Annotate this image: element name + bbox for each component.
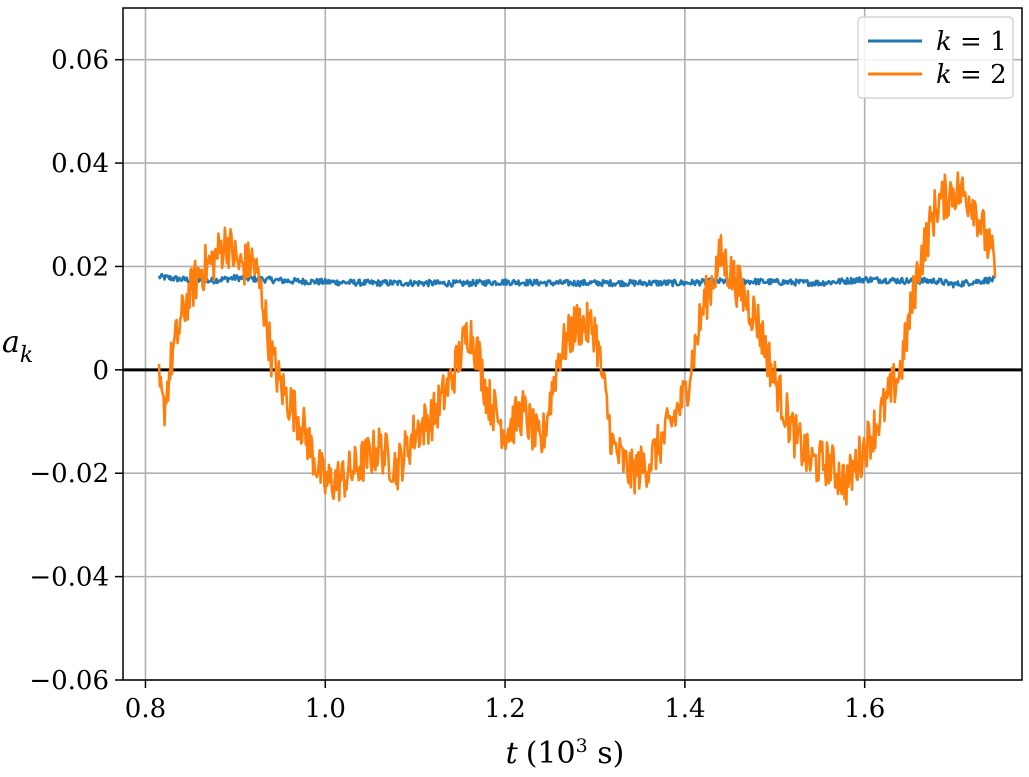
x-tick-label: 0.8 [125, 694, 166, 724]
y-tick-label: 0.06 [51, 46, 109, 76]
legend-label-k2: k = 2 [936, 60, 1007, 90]
y-tick-label: −0.04 [29, 563, 109, 593]
x-tick-label: 1.4 [664, 694, 705, 724]
y-tick-label: −0.06 [29, 666, 109, 696]
y-tick-label: 0.04 [51, 149, 109, 179]
x-tick-label: 1.2 [484, 694, 525, 724]
y-axis-label: ak [2, 325, 33, 368]
series-line-k1 [157, 272, 997, 289]
plot-frame [122, 7, 1023, 681]
legend-box [857, 16, 1014, 99]
x-tick-label: 1.6 [844, 694, 885, 724]
x-axis-label: t (103 s) [506, 735, 625, 771]
legend: k = 1 k = 2 [857, 16, 1014, 99]
y-tick-label: −0.02 [29, 459, 109, 489]
y-tick-label: 0.02 [51, 252, 109, 282]
series-layer [157, 171, 997, 506]
legend-label-k1: k = 1 [936, 27, 1007, 57]
y-tick-label: 0 [92, 356, 109, 386]
series-line-k2 [157, 171, 997, 506]
x-tick-label: 1.0 [305, 694, 346, 724]
ticks: 0.8 1.0 1.2 1.4 1.6 −0.06 −0.04 −0.02 0 0.02 0.04 0… [29, 46, 885, 724]
